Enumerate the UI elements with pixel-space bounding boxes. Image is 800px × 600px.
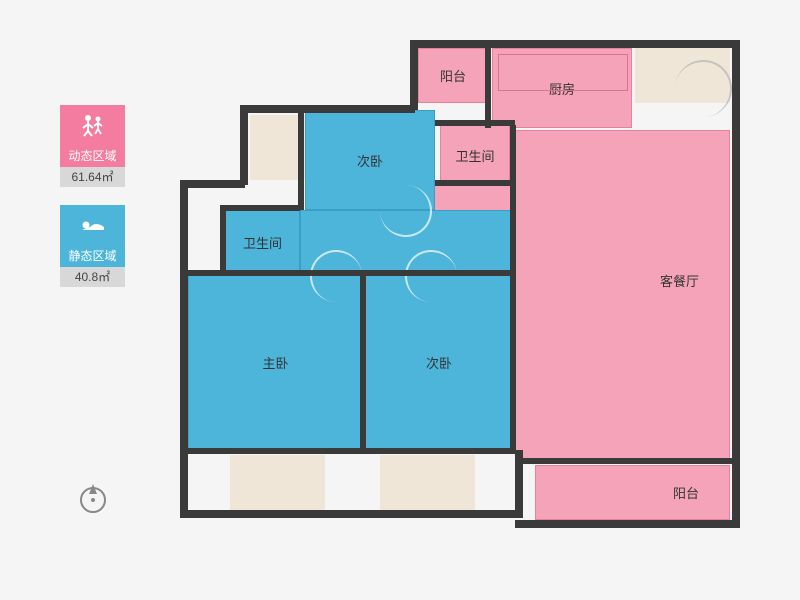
room-label: 卫生间 [455, 146, 494, 165]
wall [240, 105, 248, 185]
wall [220, 205, 226, 275]
door-arc [380, 185, 432, 237]
door-arc [675, 60, 732, 117]
floorplan: 阳台 厨房 卫生间 客餐厅 阳台 次卧 卫生间 主卧 次卧 [180, 30, 740, 560]
room-label: 客餐厅 [660, 271, 699, 290]
wall [515, 520, 740, 528]
room-bedroom2-bottom: 次卧 [363, 275, 515, 450]
legend-panel: 动态区域 61.64㎡ 静态区域 40.8㎡ [60, 105, 125, 305]
wall [410, 40, 418, 110]
wall [185, 448, 515, 454]
room-label: 次卧 [357, 151, 383, 170]
room-label: 次卧 [426, 353, 452, 372]
wall [732, 40, 740, 525]
door-arc [405, 250, 457, 302]
compass-icon [75, 480, 111, 516]
wall [435, 180, 515, 186]
wall [180, 510, 520, 518]
room-bathroom-1: 卫生间 [440, 125, 510, 185]
wall [298, 110, 304, 210]
room-light-2 [230, 455, 325, 510]
legend-static-value: 40.8㎡ [60, 267, 125, 287]
room-label: 卫生间 [243, 233, 282, 252]
wall [485, 48, 491, 128]
room-balcony-top: 阳台 [418, 48, 488, 103]
wall [410, 40, 740, 48]
room-balcony-bottom: 阳台 [535, 465, 730, 520]
wall [185, 270, 515, 276]
room-kitchen: 厨房 [492, 48, 632, 128]
room-label: 阳台 [440, 66, 466, 85]
legend-dynamic: 动态区域 61.64㎡ [60, 105, 125, 187]
door-arc [310, 250, 362, 302]
room-light-3 [380, 455, 475, 510]
wall [360, 275, 366, 450]
wall [180, 180, 245, 188]
room-light-1 [250, 115, 305, 180]
people-icon [60, 105, 125, 145]
wall [435, 120, 515, 126]
room-living: 客餐厅 [515, 130, 730, 460]
sleep-icon [60, 205, 125, 245]
room-label: 阳台 [673, 483, 699, 502]
kitchen-counter [498, 54, 628, 91]
legend-static-label: 静态区域 [60, 245, 125, 267]
wall [520, 458, 735, 464]
legend-dynamic-value: 61.64㎡ [60, 167, 125, 187]
legend-static: 静态区域 40.8㎡ [60, 205, 125, 287]
legend-dynamic-label: 动态区域 [60, 145, 125, 167]
wall [180, 180, 188, 515]
wall [220, 205, 300, 211]
wall [510, 125, 516, 185]
room-bathroom-2: 卫生间 [225, 210, 300, 275]
room-label: 主卧 [262, 353, 288, 372]
wall [510, 185, 516, 450]
wall [240, 105, 415, 113]
